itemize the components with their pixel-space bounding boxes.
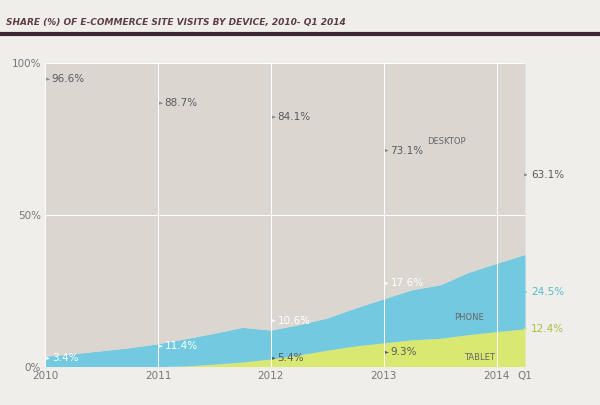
Bar: [433, 127, 460, 130]
Text: 5.4%: 5.4%: [278, 353, 304, 363]
Text: SHARE (%) OF E-COMMERCE SITE VISITS BY DEVICE, 2010- Q1 2014: SHARE (%) OF E-COMMERCE SITE VISITS BY D…: [6, 18, 346, 27]
Text: 12.4%: 12.4%: [531, 324, 564, 334]
Text: 96.6%: 96.6%: [52, 74, 85, 84]
Text: TABLET: TABLET: [464, 353, 495, 362]
Text: 84.1%: 84.1%: [278, 112, 311, 122]
Text: 17.6%: 17.6%: [391, 278, 424, 288]
Text: 24.5%: 24.5%: [531, 287, 564, 297]
Text: 10.6%: 10.6%: [278, 315, 311, 326]
Text: PHONE: PHONE: [454, 313, 484, 322]
Bar: [461, 291, 476, 309]
Text: 73.1%: 73.1%: [391, 145, 424, 156]
Text: 9.3%: 9.3%: [391, 347, 417, 357]
Text: 63.1%: 63.1%: [531, 170, 564, 180]
Text: DESKTOP: DESKTOP: [427, 137, 465, 146]
Bar: [434, 110, 457, 126]
Text: 11.4%: 11.4%: [165, 341, 198, 351]
Bar: [470, 337, 490, 351]
Text: 88.7%: 88.7%: [165, 98, 198, 108]
Text: 3.4%: 3.4%: [52, 353, 78, 363]
